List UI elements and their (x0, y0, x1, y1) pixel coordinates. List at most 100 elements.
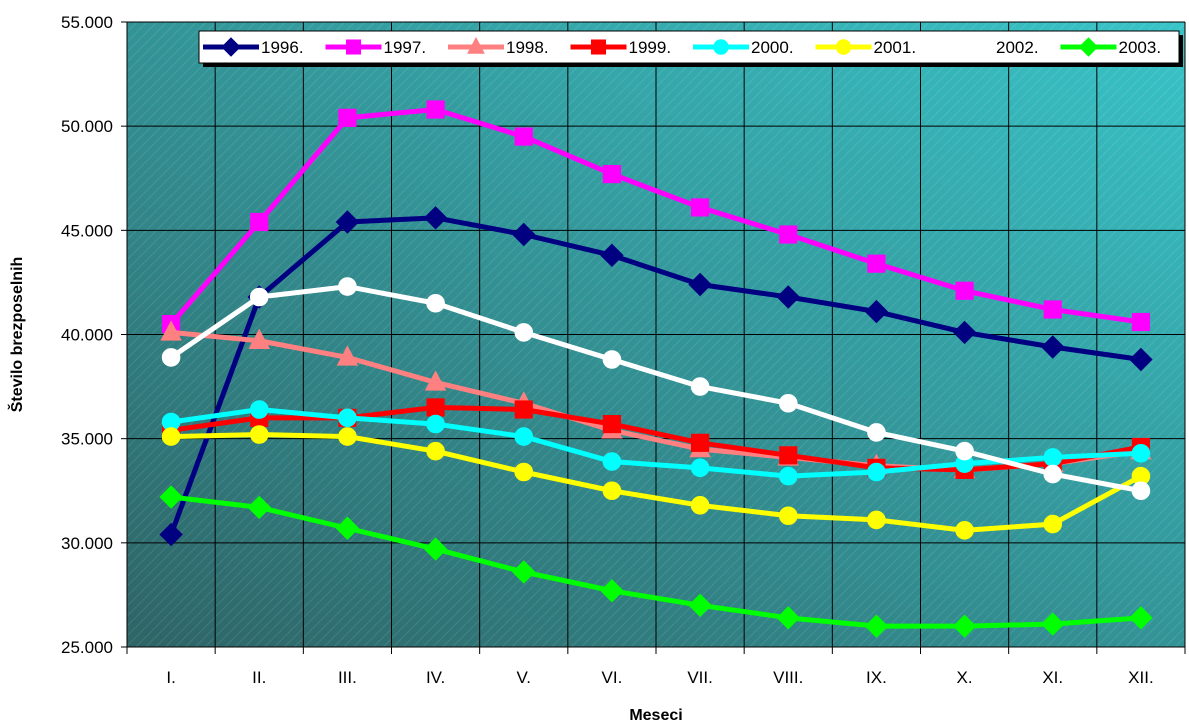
legend-swatch-marker (835, 39, 852, 55)
data-point-2000 (867, 462, 886, 482)
legend-swatch-marker (1078, 37, 1099, 57)
data-point-2001 (249, 425, 269, 444)
legend-item-1998: 1998. (448, 36, 549, 57)
data-point-1997 (779, 225, 798, 244)
data-point-2000 (690, 458, 710, 478)
data-point-1997 (867, 254, 886, 273)
data-point-2002 (338, 277, 357, 296)
series-line-2002 (168, 284, 1144, 494)
data-point-2002 (249, 287, 269, 307)
legend-item-2001: 2001. (815, 38, 917, 57)
data-point-1997 (602, 165, 621, 184)
data-point-2001 (955, 521, 974, 540)
data-point-1996 (864, 299, 889, 324)
data-point-1997 (514, 127, 533, 146)
x-tick-label: III. (338, 668, 357, 687)
data-point-1998 (336, 345, 359, 366)
legend-item-1996: 1996. (203, 37, 304, 57)
data-point-2003 (335, 516, 360, 540)
x-tick-label: VII. (687, 668, 713, 687)
data-point-1996 (600, 243, 624, 268)
series-line-2003 (168, 494, 1144, 629)
series-line-2001 (168, 432, 1144, 533)
series-2002 (161, 277, 1151, 501)
x-tick-label: II. (252, 668, 266, 687)
data-point-2002 (867, 423, 886, 442)
data-point-1999 (691, 433, 710, 452)
data-point-2000 (1043, 448, 1063, 467)
legend-label: 2002. (996, 38, 1039, 57)
data-point-1997 (426, 100, 445, 119)
x-tick-label: IV. (426, 668, 445, 687)
data-point-2002 (778, 393, 798, 413)
legend-swatch-marker (958, 39, 974, 55)
legend-swatch-marker (590, 39, 607, 55)
data-point-2001 (514, 462, 534, 482)
x-tick-label: VI. (602, 668, 623, 687)
data-point-2003 (688, 593, 712, 618)
legend: 1996. 1997. 1998. 1999. 2000. 2001. 2002. 2003. (198, 30, 1183, 67)
data-point-2003 (600, 579, 624, 603)
data-point-2003 (423, 537, 448, 561)
data-point-2002 (1043, 464, 1063, 484)
data-point-2001 (778, 506, 798, 526)
legend-swatch-marker (345, 39, 362, 55)
legend-label: 1999. (629, 38, 672, 57)
data-point-2000 (778, 466, 798, 486)
data-point-2001 (1043, 514, 1063, 534)
data-point-1998 (424, 370, 447, 391)
series-2001 (161, 425, 1151, 540)
y-tick-label: 50.000 (61, 117, 113, 136)
x-tick-label: XI. (1042, 668, 1063, 687)
legend-label: 2003. (1119, 38, 1162, 57)
data-point-1996 (1129, 347, 1153, 372)
data-point-2003 (159, 485, 183, 509)
legend-label: 1997. (384, 38, 427, 57)
data-point-1997 (250, 212, 269, 232)
data-point-2001 (867, 510, 886, 530)
data-point-2000 (1131, 443, 1151, 463)
series-line-2000 (168, 407, 1144, 479)
y-tick-label: 40.000 (61, 326, 113, 345)
legend-item-2000: 2000. (693, 38, 794, 57)
data-point-2001 (338, 427, 357, 446)
legend-label: 2001. (874, 38, 917, 57)
data-point-2002 (1131, 481, 1151, 501)
data-point-2000 (602, 452, 622, 471)
series-2000 (161, 400, 1151, 486)
data-point-2002 (514, 323, 534, 342)
series-2003 (159, 485, 1153, 638)
data-point-2002 (426, 293, 445, 313)
data-point-2002 (161, 348, 181, 367)
series-line-1997 (168, 107, 1144, 327)
data-point-1997 (955, 281, 974, 300)
series-1997 (162, 100, 1150, 334)
x-tick-label: IX. (866, 668, 887, 687)
y-tick-label: 35.000 (61, 430, 113, 449)
data-point-2003 (776, 606, 800, 630)
data-point-1999 (779, 446, 798, 465)
legend-swatch-marker (221, 37, 241, 57)
x-tick-label: XII. (1128, 668, 1154, 687)
data-point-2003 (247, 495, 271, 520)
data-point-1996 (1041, 335, 1065, 359)
x-tick-label: V. (516, 668, 531, 687)
x-tick-label: X. (957, 668, 973, 687)
data-point-1996 (776, 285, 800, 309)
data-point-1997 (1131, 312, 1150, 332)
y-tick-label: 25.000 (61, 638, 113, 657)
data-point-2001 (690, 496, 710, 515)
data-point-1997 (691, 198, 710, 217)
y-tick-label: 55.000 (61, 13, 113, 32)
data-point-2003 (1041, 612, 1065, 636)
legend-label: 1996. (261, 38, 304, 57)
axes: 25.000 30.000 35.000 40.000 45.000 50.000 55.0… (61, 13, 1186, 687)
legend-swatch-marker (467, 36, 485, 54)
data-point-1999 (426, 398, 445, 417)
data-point-2000 (514, 427, 534, 446)
data-point-1996 (688, 272, 712, 297)
y-axis-title: Število brezposelnih (7, 257, 26, 413)
data-point-1999 (514, 400, 533, 419)
legend-swatch-marker (713, 39, 729, 55)
